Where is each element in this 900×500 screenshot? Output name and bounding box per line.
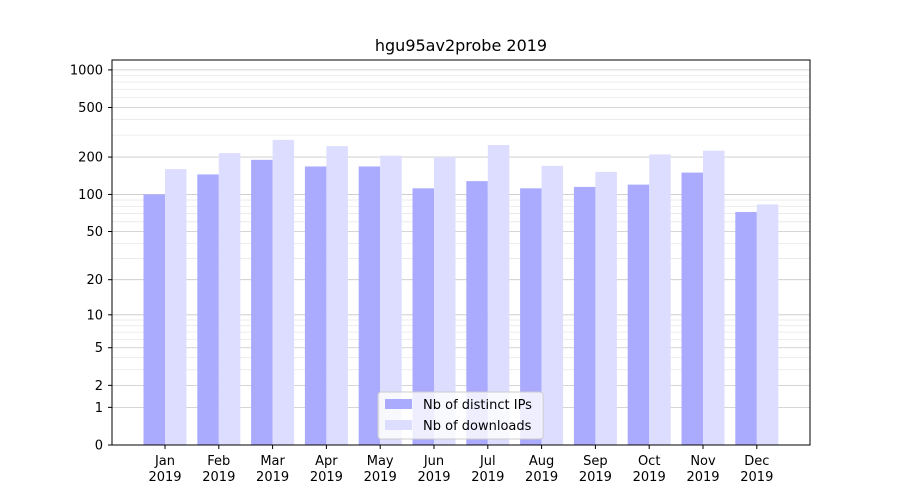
x-axis: Jan 2019 Feb 2019 Mar 2019 Apr 2019 May 2019 Jun 20…	[148, 445, 773, 485]
x-tick-label: Aug 2019	[525, 454, 558, 485]
y-tick-label: 0	[95, 439, 103, 454]
legend: Nb of distinct IPs Nb of downloads	[377, 391, 544, 440]
bar-downloads	[272, 139, 295, 446]
x-tick-label: Apr 2019	[310, 454, 343, 485]
bar-distinct-ips	[466, 181, 488, 445]
plot-frame	[111, 59, 811, 446]
bar-distinct-ips	[143, 194, 165, 445]
x-tick-label: May 2019	[364, 454, 397, 485]
bar-distinct-ips	[573, 186, 596, 445]
y-axis: 0 1 2 5 10 20 50 100 200 500 1000	[70, 63, 112, 454]
legend-label: Nb of distinct IPs	[423, 398, 532, 413]
bar-downloads	[541, 165, 564, 446]
legend-swatch	[385, 420, 412, 430]
y-tick-label: 10	[86, 308, 103, 323]
bar-downloads	[487, 144, 510, 445]
y-tick-label: 1000	[70, 63, 103, 78]
x-tick-label: Sep 2019	[579, 454, 612, 485]
bar-distinct-ips	[251, 159, 273, 445]
bar-distinct-ips	[358, 166, 381, 445]
chart-title: hgu95av2probe 2019	[375, 36, 547, 55]
bar-distinct-ips	[197, 174, 219, 445]
bar-downloads	[326, 146, 348, 446]
bar-downloads	[380, 155, 402, 445]
bar-distinct-ips	[412, 188, 434, 445]
legend-label: Nb of downloads	[423, 419, 532, 434]
bar-distinct-ips	[735, 212, 757, 445]
legend-box	[377, 391, 544, 440]
x-tick-label: Jan 2019	[148, 454, 181, 485]
y-tick-label: 100	[78, 188, 103, 203]
x-tick-label: Dec 2019	[740, 454, 773, 485]
x-tick-label: Jun 2019	[417, 454, 450, 485]
y-tick-label: 200	[78, 151, 103, 166]
bar-downloads	[756, 204, 779, 445]
y-tick-label: 500	[78, 101, 103, 116]
x-tick-label: Nov 2019	[686, 454, 719, 485]
x-tick-label: Feb 2019	[202, 454, 235, 485]
bar-downloads	[595, 171, 617, 445]
y-tick-label: 20	[86, 273, 103, 288]
y-tick-label: 50	[86, 225, 103, 240]
x-tick-label: Jul 2019	[471, 454, 504, 485]
bars	[143, 139, 779, 446]
bar-downloads	[165, 169, 187, 445]
bar-distinct-ips	[520, 188, 542, 445]
bar-distinct-ips	[627, 184, 650, 445]
bar-downloads	[218, 153, 241, 446]
y-tick-label: 2	[95, 379, 103, 394]
bar-downloads	[703, 150, 725, 445]
bar-downloads	[649, 154, 671, 446]
x-tick-label: Mar 2019	[256, 454, 289, 485]
bar-distinct-ips	[681, 172, 703, 445]
y-tick-label: 1	[95, 401, 103, 416]
legend-swatch	[385, 399, 412, 409]
bar-distinct-ips	[304, 166, 327, 445]
y-tick-label: 5	[95, 341, 103, 356]
bar-downloads	[434, 157, 456, 445]
x-tick-label: Oct 2019	[633, 454, 666, 485]
